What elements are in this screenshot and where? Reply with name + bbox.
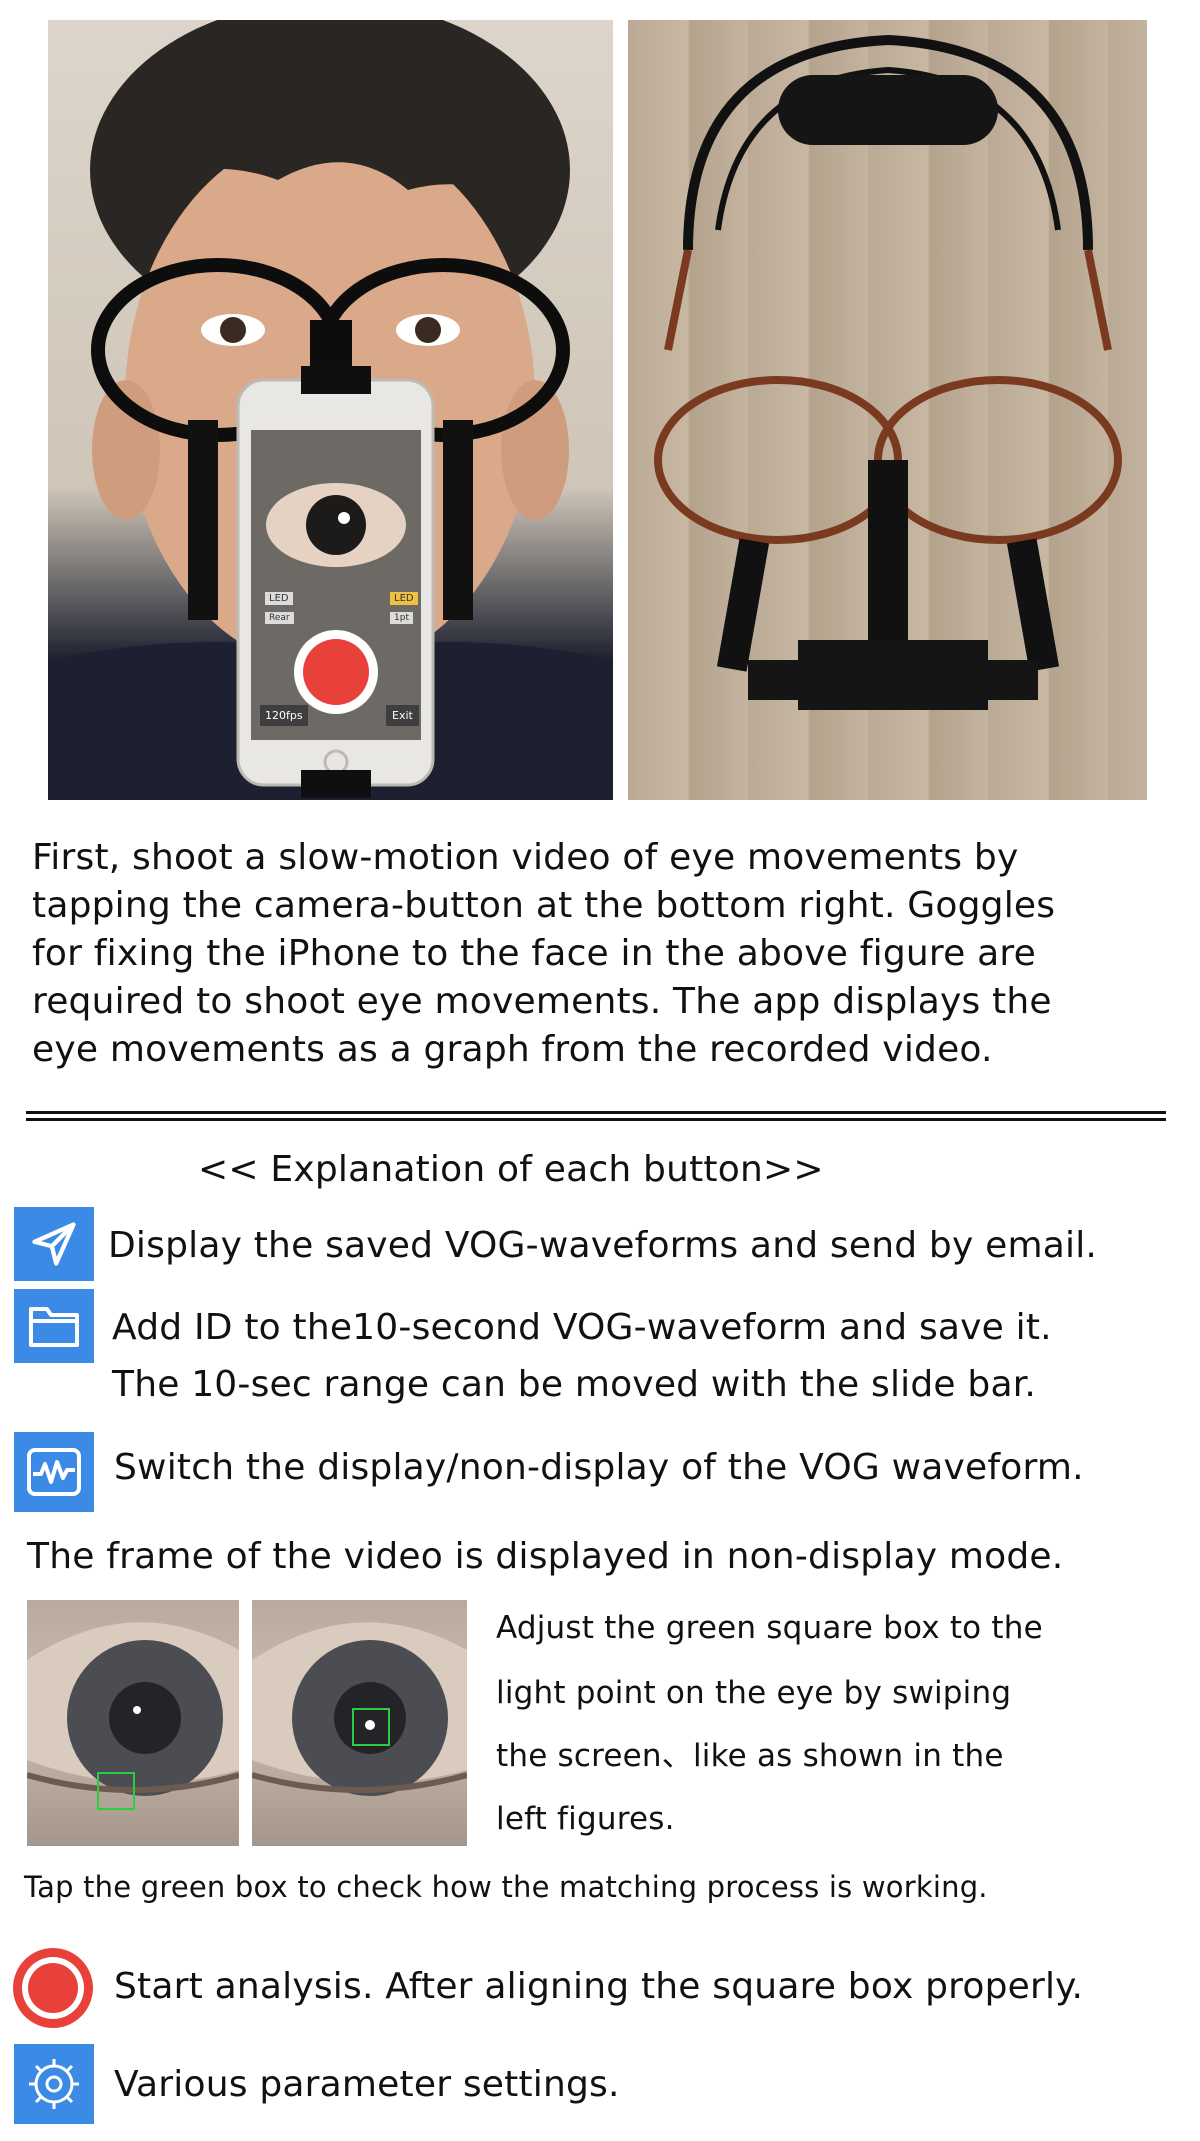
goggles-worn-photo: LED LED Rear 1pt 120fps Exit: [48, 20, 613, 800]
save-description-2: The 10-sec range can be moved with the s…: [112, 1364, 1037, 1405]
save-button[interactable]: [14, 1289, 94, 1363]
eye-illustration-before: [27, 1622, 239, 1796]
adjust-line-1: Adjust the green square box to the: [496, 1610, 1043, 1646]
settings-button[interactable]: [14, 2044, 94, 2124]
paper-plane-icon: [32, 1222, 76, 1266]
gear-icon: [29, 2059, 79, 2109]
eye-photo-before: [27, 1600, 239, 1846]
phone-fps-button: 120fps: [260, 705, 308, 726]
goggles-frame-illustration: [654, 34, 1122, 710]
folder-icon: [29, 1307, 79, 1347]
start-analysis-button[interactable]: [12, 1947, 94, 2029]
intro-line-5: eye movements as a graph from the record…: [32, 1029, 993, 1070]
tap-green-box-description: Tap the green box to check how the match…: [24, 1870, 988, 1904]
phone-exit-button: Exit: [386, 705, 419, 726]
adjust-line-2: light point on the eye by swiping: [496, 1675, 1012, 1711]
eye-illustration-after: [252, 1622, 467, 1796]
intro-line-3: for fixing the iPhone to the face in the…: [32, 933, 1036, 974]
waveform-icon: [27, 1448, 81, 1496]
record-icon: [13, 1948, 93, 2028]
intro-line-1: First, shoot a slow-motion video of eye …: [32, 837, 1019, 878]
phone-led-left: LED: [265, 592, 293, 605]
save-description-1: Add ID to the10-second VOG-waveform and …: [112, 1307, 1052, 1348]
adjust-line-3: the screen、like as shown in the: [496, 1738, 1004, 1774]
explanation-heading: << Explanation of each button>>: [198, 1149, 824, 1190]
green-match-box[interactable]: [97, 1772, 135, 1810]
frame-description: The frame of the video is displayed in n…: [27, 1536, 1064, 1577]
intro-line-2: tapping the camera-button at the bottom …: [32, 885, 1056, 926]
phone-small-left: Rear: [265, 612, 294, 624]
send-description: Display the saved VOG-waveforms and send…: [108, 1225, 1098, 1266]
settings-description: Various parameter settings.: [114, 2064, 620, 2105]
send-button[interactable]: [14, 1207, 94, 1281]
eye-photo-after: [252, 1600, 467, 1846]
phone-small-right: 1pt: [390, 612, 413, 624]
waveform-description: Switch the display/non-display of the VO…: [114, 1447, 1084, 1488]
green-match-box-aligned[interactable]: [352, 1708, 390, 1746]
person-illustration: [48, 20, 613, 800]
adjust-line-4: left figures.: [496, 1801, 675, 1837]
waveform-toggle-button[interactable]: [14, 1432, 94, 1512]
phone-led-right: LED: [390, 592, 418, 605]
section-divider: [26, 1111, 1166, 1121]
goggles-frame-photo: [628, 20, 1147, 800]
intro-line-4: required to shoot eye movements. The app…: [32, 981, 1052, 1022]
start-description: Start analysis. After aligning the squar…: [114, 1966, 1084, 2007]
